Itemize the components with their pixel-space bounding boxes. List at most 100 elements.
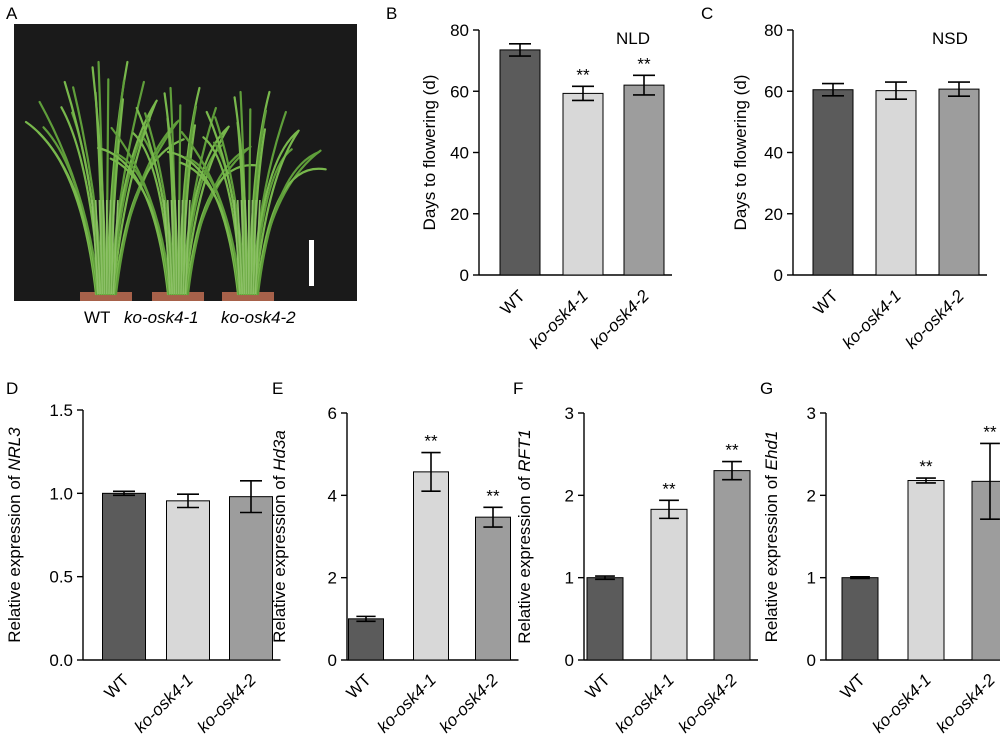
stem <box>236 199 243 295</box>
stem <box>112 199 119 295</box>
panel-letter-d: D <box>6 379 18 398</box>
leaf <box>114 120 179 296</box>
stem <box>163 199 171 295</box>
bar-wt <box>499 49 541 276</box>
bar-wt <box>102 492 146 661</box>
leaf <box>186 146 251 296</box>
plant-illustrations <box>24 60 327 301</box>
condition-label: NSD <box>932 29 968 48</box>
panel-b-chart: B 0 20 40 60 80 Days to flowering (d) WT ** ko-o… <box>386 4 672 353</box>
y-tick-label: 1 <box>807 569 816 588</box>
stem <box>98 199 104 295</box>
y-tick-label: 0 <box>565 651 574 670</box>
leaf <box>256 150 321 296</box>
y-axis-title: Days to flowering (d) <box>420 75 439 231</box>
leaf <box>132 132 173 296</box>
x-tick-label-ko-osk4-2: ko-osk4-2 <box>194 670 261 737</box>
stem <box>184 199 191 295</box>
y-tick-label: 60 <box>764 82 783 101</box>
y-tick-label: 0 <box>460 266 469 285</box>
leaf <box>110 99 158 296</box>
panel-letter-e: E <box>272 379 283 398</box>
x-tick-label-ko-osk4-1: ko-osk4-1 <box>612 670 678 736</box>
x-tick-label-wt: WT <box>343 670 375 702</box>
leaf <box>60 106 101 296</box>
panel-letter-g: G <box>760 379 773 398</box>
bar-ko-osk4-1 <box>650 508 688 661</box>
panel-e-chart: E 0 2 4 6 Relative expression of Hd3a WT ** ko-… <box>270 379 519 737</box>
panel-a: A WT ko-osk4-1 ko-osk4-2 <box>6 4 357 327</box>
y-axis-title: Relative expression of NRL3 <box>5 427 24 643</box>
y-tick-label: 1.5 <box>49 401 73 420</box>
stem <box>180 199 184 295</box>
x-tick-label-wt: WT <box>810 286 842 318</box>
y-tick-label: 1.0 <box>49 484 73 503</box>
x-tick-label-ko-osk4-1: ko-osk4-1 <box>526 286 592 352</box>
photo-label-wt: WT <box>84 308 110 327</box>
pot <box>152 292 204 301</box>
bar-ko-osk4-1 <box>166 500 210 661</box>
significance-ko-osk4-2: ** <box>486 486 500 505</box>
y-tick-label: 0 <box>774 266 783 285</box>
y-tick-label: 6 <box>328 404 337 423</box>
y-tick-label: 4 <box>328 486 337 505</box>
significance-ko-osk4-2: ** <box>725 441 739 460</box>
scale-bar <box>309 240 314 286</box>
x-tick-label-wt: WT <box>497 286 529 318</box>
significance-ko-osk4-1: ** <box>919 457 933 476</box>
x-tick-label-ko-osk4-2: ko-osk4-2 <box>436 670 503 737</box>
y-tick-label: 0 <box>807 651 816 670</box>
stem <box>91 199 99 295</box>
y-tick-label: 2 <box>807 486 816 505</box>
bar-ko-osk4-2 <box>938 88 980 276</box>
bar-wt <box>348 618 384 661</box>
pot <box>80 292 132 301</box>
y-tick-label: 60 <box>450 82 469 101</box>
leaf <box>184 126 229 296</box>
stem <box>240 199 246 295</box>
bar-ko-osk4-2 <box>623 84 665 276</box>
stem <box>252 199 257 295</box>
photo-label-ko-osk4-2: ko-osk4-2 <box>221 308 296 327</box>
y-tick-label: 0 <box>328 651 337 670</box>
y-tick-label: 2 <box>328 569 337 588</box>
y-tick-label: 3 <box>565 404 574 423</box>
x-tick-label-ko-osk4-1: ko-osk4-1 <box>131 670 197 736</box>
x-tick-label-ko-osk4-1: ko-osk4-1 <box>869 670 935 736</box>
x-tick-label-ko-osk4-1: ko-osk4-1 <box>374 670 440 736</box>
stem <box>108 199 112 295</box>
bar-ko-osk4-2 <box>713 470 751 661</box>
x-tick-label-wt: WT <box>582 670 614 702</box>
x-tick-label-ko-osk4-1: ko-osk4-1 <box>839 286 905 352</box>
panel-f-chart: F 0 1 2 3 Relative expression of RFT1 WT ** ko-… <box>513 379 758 737</box>
stem <box>233 199 241 295</box>
y-tick-label: 0.5 <box>49 568 73 587</box>
y-tick-label: 80 <box>450 21 469 40</box>
plant-ko-osk4-2 <box>166 90 327 301</box>
leaf <box>233 96 249 296</box>
y-axis-title: Relative expression of RFT1 <box>515 429 534 643</box>
leaf <box>205 110 245 296</box>
plant-wt <box>24 60 185 301</box>
y-tick-label: 1 <box>565 569 574 588</box>
x-tick-label-ko-osk4-2: ko-osk4-2 <box>902 286 969 353</box>
leaf <box>163 92 179 296</box>
panel-g-chart: G 0 1 2 3 Relative expression of Ehd1 WT ** ko-… <box>760 379 1000 737</box>
bar-ko-osk4-1 <box>907 480 945 661</box>
x-tick-label-wt: WT <box>101 670 133 702</box>
stem <box>174 199 178 295</box>
panel-d-chart: D 0.0 0.5 1.0 1.5 Relative expression of NRL… <box>5 379 281 737</box>
significance-ko-osk4-2: ** <box>983 422 997 441</box>
stem <box>244 199 248 295</box>
y-tick-label: 20 <box>450 205 469 224</box>
leaf <box>135 106 175 296</box>
bar-ko-osk4-2 <box>229 496 273 661</box>
panel-letter-f: F <box>513 379 523 398</box>
y-axis-title: Days to flowering (d) <box>731 75 750 231</box>
leaf <box>254 130 299 296</box>
stem <box>94 199 101 295</box>
leaf <box>248 90 271 296</box>
condition-label: NLD <box>616 29 650 48</box>
